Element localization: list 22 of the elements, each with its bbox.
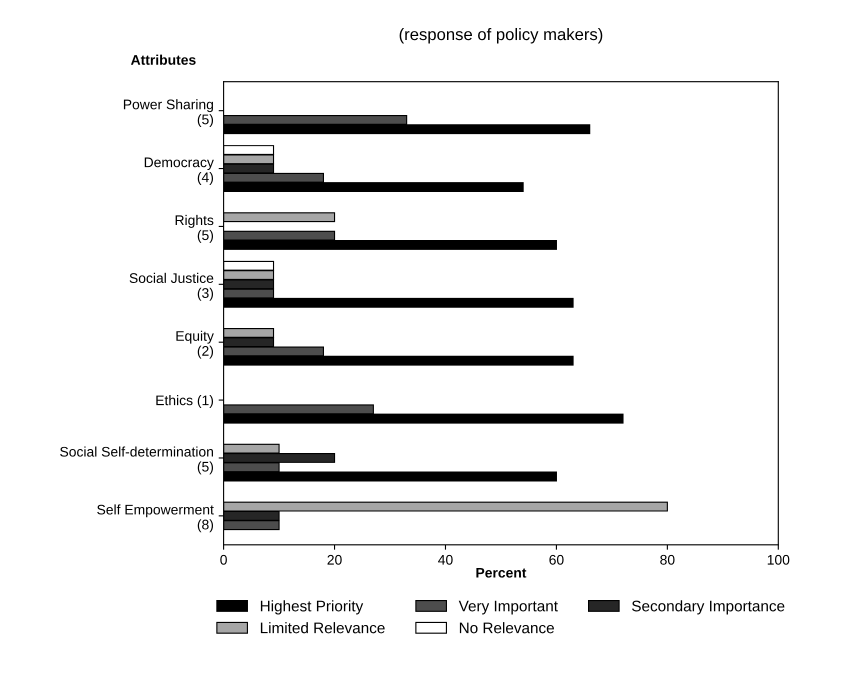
y-tick-label: Power Sharing (5) — [124, 99, 214, 128]
legend-label: Secondary Importance — [632, 600, 784, 614]
x-tick-label: 100 — [768, 554, 790, 565]
x-tick-label: 0 — [220, 554, 227, 565]
legend-label: Highest Priority — [260, 600, 364, 614]
chart-title: (response of policy makers) — [400, 28, 602, 44]
x-axis-title: Percent — [476, 568, 526, 578]
y-tick-label: Ethics (1) — [156, 395, 214, 408]
legend-label: Very Important — [458, 600, 558, 614]
y-tick-label: Self Empowerment (8) — [97, 504, 214, 532]
x-tick-label: 40 — [438, 554, 453, 565]
x-tick-label: 80 — [660, 554, 675, 565]
y-tick-label: Equity (2) — [176, 330, 214, 359]
legend-label: Limited Relevance — [260, 622, 385, 634]
y-axis-title: Attributes — [130, 54, 196, 65]
x-tick-label: 20 — [328, 554, 342, 565]
y-tick-label: Rights (5) — [176, 214, 214, 243]
y-tick-label: Democracy (4) — [144, 158, 214, 185]
y-tick-label: Social Self-determination (5) — [60, 446, 214, 474]
legend-label: No Relevance — [460, 622, 554, 634]
x-tick-label: 60 — [549, 554, 564, 565]
y-tick-label: Social Justice (3) — [130, 272, 214, 301]
